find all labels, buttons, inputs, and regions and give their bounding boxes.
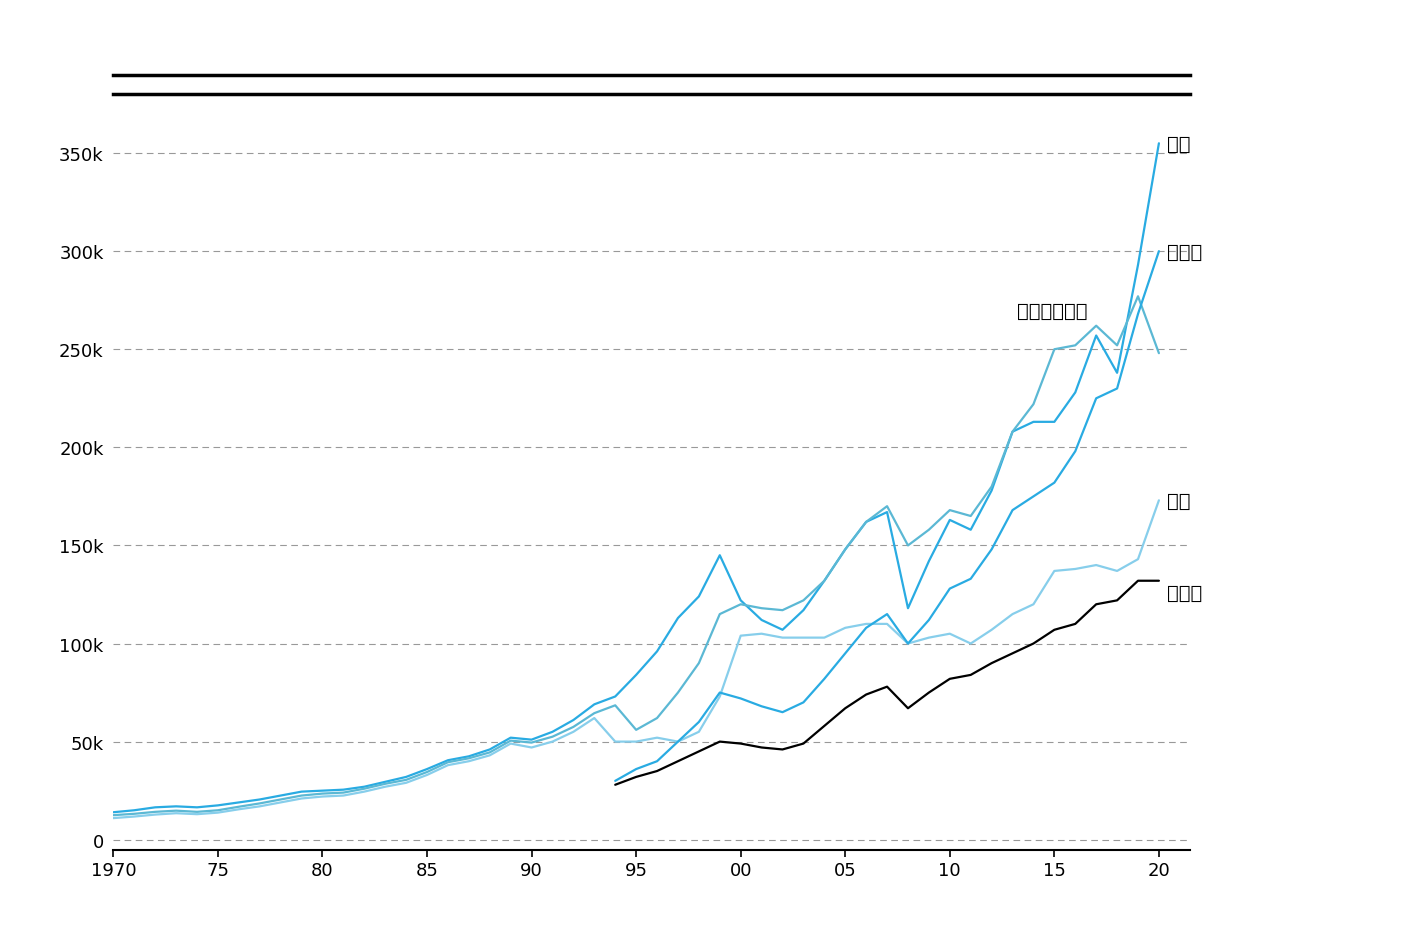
Text: 日本: 日本 [1168, 491, 1190, 511]
Text: スウェーデン: スウェーデン [1017, 301, 1087, 320]
Text: 米国: 米国 [1168, 135, 1190, 154]
Text: ドイツ: ドイツ [1168, 583, 1203, 602]
Text: スイス: スイス [1168, 243, 1203, 261]
